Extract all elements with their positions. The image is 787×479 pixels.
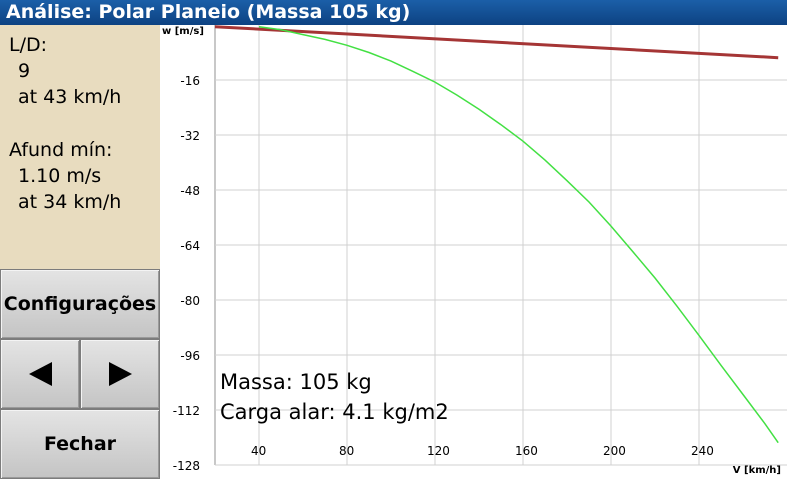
x-tick-label: 120: [427, 444, 450, 458]
y-tick-label: -64: [180, 239, 200, 253]
y-tick-label: -48: [180, 184, 200, 198]
ld-value: 9: [18, 60, 31, 82]
ld-speed: at 43 km/h: [18, 86, 122, 108]
y-tick-label: -32: [180, 129, 200, 143]
ld-label: L/D:: [9, 34, 48, 56]
wing-loading-annotation: Carga alar: 4.1 kg/m2: [220, 400, 449, 424]
y-tick-label: -96: [180, 349, 200, 363]
arrow-left-icon: [28, 362, 52, 386]
close-button-label: Fechar: [43, 433, 117, 455]
y-tick-label: -128: [172, 459, 200, 473]
next-button[interactable]: [80, 339, 160, 409]
mc-cready-line: [214, 25, 779, 60]
polar-chart: -16 -32 -48 -64 -80 -96 -112 -128 40 80 120 160 200…: [160, 25, 787, 479]
y-tick-label: -80: [180, 294, 200, 308]
x-axis-label: V [km/h]: [732, 465, 781, 476]
min-sink-value: 1.10 m/s: [18, 165, 102, 187]
x-tick-label: 240: [691, 444, 714, 458]
min-sink-label: Afund mín:: [9, 139, 113, 161]
min-sink-speed: at 34 km/h: [18, 191, 122, 213]
x-tick-label: 160: [515, 444, 538, 458]
previous-button[interactable]: [0, 339, 80, 409]
y-axis-label: w [m/s]: [162, 26, 204, 37]
y-tick-label: -16: [180, 74, 200, 88]
polar-info-panel: L/D: 9 at 43 km/h Afund mín: 1.10 m/s at…: [0, 25, 160, 269]
y-tick-label: -112: [172, 404, 200, 418]
close-button[interactable]: Fechar: [0, 409, 160, 479]
settings-button[interactable]: Configurações: [0, 269, 160, 339]
arrow-right-icon: [108, 362, 132, 386]
mass-annotation: Massa: 105 kg: [220, 370, 372, 394]
settings-button-label: Configurações: [3, 293, 157, 315]
glide-polar-curve: [258, 25, 779, 444]
x-tick-label: 40: [251, 444, 267, 458]
x-tick-label: 200: [603, 444, 626, 458]
polar-chart-plot: [214, 25, 787, 466]
x-tick-label: 80: [339, 444, 355, 458]
window-title: Análise: Polar Planeio (Massa 105 kg): [0, 0, 787, 25]
